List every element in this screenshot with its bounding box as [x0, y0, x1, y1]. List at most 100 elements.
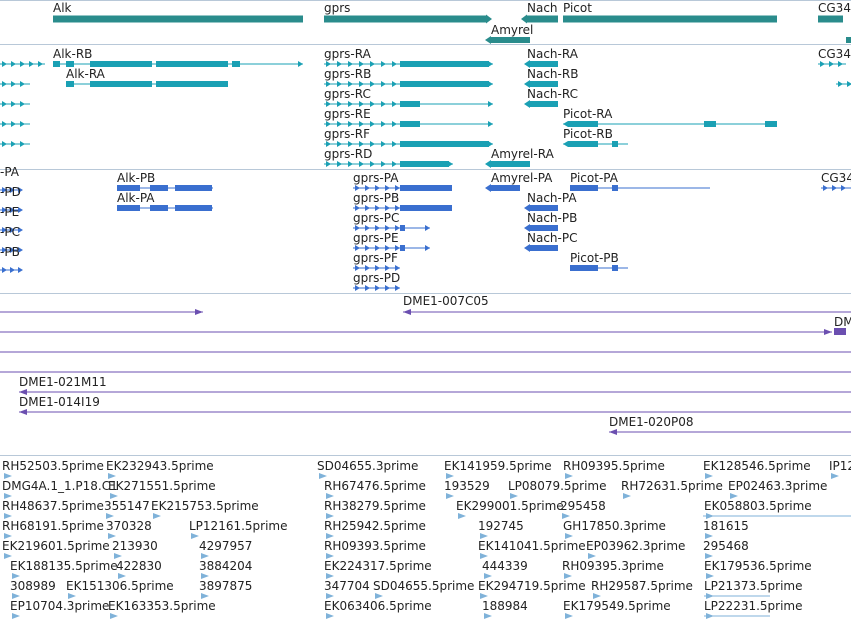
est-label[interactable]: 193529 — [444, 479, 490, 493]
est-feature[interactable] — [480, 593, 488, 599]
transcript-label-nach-ra[interactable]: Nach-RA — [527, 47, 579, 61]
protein-label-alk-pb[interactable]: Alk-PB — [117, 171, 155, 185]
transcript-label-nach-rc[interactable]: Nach-RC — [527, 87, 578, 101]
protein-amyrel-pa[interactable] — [485, 184, 520, 192]
protein-label-edge-pc[interactable]: -PC — [0, 225, 20, 239]
est-feature[interactable] — [326, 513, 334, 519]
transcript-nach-rb[interactable] — [524, 80, 558, 88]
protein-edge-fragment[interactable] — [0, 247, 23, 253]
est-label[interactable]: EP02463.3prime — [728, 479, 827, 493]
est-label[interactable]: 213930 — [112, 539, 158, 553]
protein-label-cg34[interactable]: CG34 — [821, 171, 851, 185]
est-feature[interactable] — [68, 593, 76, 599]
protein-exons-gprs-pc[interactable] — [400, 225, 430, 231]
est-label[interactable]: 3897875 — [199, 579, 252, 593]
clone-long-1[interactable] — [0, 329, 832, 335]
est-feature[interactable] — [110, 613, 118, 619]
est-label[interactable]: IP12 — [829, 459, 851, 473]
est-feature[interactable] — [319, 473, 327, 479]
est-label[interactable]: DMG4A.1_1.P18.C1 — [2, 479, 118, 493]
est-feature[interactable] — [458, 513, 466, 519]
est-label[interactable]: EP10704.3prime — [10, 599, 109, 613]
gene-bar-cg34[interactable] — [818, 15, 843, 23]
protein-label-edge-pa[interactable]: -PA — [0, 165, 20, 179]
gene-label-gprs[interactable]: gprs — [324, 1, 350, 15]
est-label[interactable]: 4297957 — [199, 539, 252, 553]
est-label[interactable]: EK188135.5prime — [10, 559, 118, 573]
est-label[interactable]: RH09395.3prime — [562, 559, 664, 573]
protein-picot-pb[interactable] — [570, 265, 628, 271]
est-label[interactable]: EK271551.5prime — [108, 479, 216, 493]
transcript-label-gprs-rd[interactable]: gprs-RD — [324, 147, 372, 161]
transcript-nach-ra[interactable] — [524, 60, 558, 68]
est-label[interactable]: 355147 — [104, 499, 150, 513]
gene-label-alk[interactable]: Alk — [53, 1, 72, 15]
est-label[interactable]: RH52503.5prime — [2, 459, 104, 473]
transcript-label-nach-rb[interactable]: Nach-RB — [527, 67, 578, 81]
transcript-gprs-rd[interactable] — [324, 161, 400, 167]
est-feature[interactable] — [484, 573, 492, 579]
clone-label-dme1-007c05[interactable]: DME1-007C05 — [403, 294, 489, 308]
protein-edge-fragment[interactable] — [0, 227, 23, 233]
est-label[interactable]: EK141041.5prime — [478, 539, 586, 553]
transcript-nach-rc[interactable] — [524, 100, 558, 108]
protein-gprs-pd[interactable] — [353, 285, 400, 291]
clone-label-dme1-014i19[interactable]: DME1-014I19 — [19, 395, 100, 409]
est-label[interactable]: LP22231.5prime — [704, 599, 803, 613]
transcript-gprs-rf[interactable] — [324, 141, 400, 147]
transcript-amyrel-ra[interactable] — [485, 160, 530, 168]
est-feature[interactable] — [153, 513, 161, 519]
protein-gprs-pc[interactable] — [353, 225, 400, 231]
protein-picot-pa[interactable] — [570, 185, 710, 191]
protein-label-edge-pd[interactable]: -PD — [0, 185, 21, 199]
transcript-picot-ra[interactable] — [563, 121, 777, 127]
transcript-label-amyrel-ra[interactable]: Amyrel-RA — [491, 147, 555, 161]
protein-label-nach-pa[interactable]: Nach-PA — [527, 191, 577, 205]
est-feature[interactable] — [565, 473, 573, 479]
est-label[interactable]: 347704 — [324, 579, 370, 593]
est-label[interactable]: RH09395.5prime — [563, 459, 665, 473]
gene-label-picot[interactable]: Picot — [563, 1, 592, 15]
est-label[interactable]: 308989 — [10, 579, 56, 593]
gene-label-nach[interactable]: Nach — [527, 1, 558, 15]
protein-cg34[interactable] — [821, 185, 851, 191]
est-label[interactable]: EK128546.5prime — [703, 459, 811, 473]
transcript-label-gprs-rf[interactable]: gprs-RF — [324, 127, 370, 141]
gene-bar-picot[interactable] — [563, 15, 777, 23]
est-label[interactable]: LP21373.5prime — [704, 579, 803, 593]
protein-label-amyrel-pa[interactable]: Amyrel-PA — [491, 171, 553, 185]
protein-label-gprs-pe[interactable]: gprs-PE — [353, 231, 399, 245]
transcript-edge-fragment[interactable] — [0, 81, 30, 87]
est-label[interactable]: 444339 — [482, 559, 528, 573]
protein-label-picot-pa[interactable]: Picot-PA — [570, 171, 619, 185]
protein-label-nach-pb[interactable]: Nach-PB — [527, 211, 577, 225]
gene-label-amyrel[interactable]: Amyrel — [491, 23, 533, 37]
est-label[interactable]: EK224317.5prime — [324, 559, 432, 573]
transcript-label-gprs-re[interactable]: gprs-RE — [324, 107, 371, 121]
protein-edge-fragment[interactable] — [0, 207, 23, 213]
transcript-label-picot-ra[interactable]: Picot-RA — [563, 107, 613, 121]
protein-exons-gprs-pe[interactable] — [400, 245, 430, 251]
est-feature[interactable] — [12, 613, 20, 619]
transcript-exons-gprs-rb[interactable] — [400, 81, 493, 87]
transcript-exons-gprs-ra[interactable] — [400, 61, 493, 67]
est-label[interactable]: SD04655.5prime — [373, 579, 474, 593]
est-feature[interactable] — [4, 513, 12, 519]
est-feature[interactable] — [484, 613, 492, 619]
est-feature[interactable] — [4, 553, 12, 559]
transcript-gprs-ra[interactable] — [324, 61, 400, 67]
est-label[interactable]: EK058803.5prime — [704, 499, 812, 513]
protein-label-edge-pb[interactable]: -PB — [0, 245, 20, 259]
clone-dme1-007c05[interactable] — [403, 309, 851, 315]
transcript-edge-fragment[interactable] — [0, 61, 45, 67]
transcript-cg34-2[interactable] — [836, 81, 851, 87]
clone-dme1-021m11[interactable] — [19, 389, 851, 395]
est-feature[interactable] — [326, 593, 334, 599]
est-feature[interactable] — [4, 473, 12, 479]
est-label[interactable]: EP03962.3prime — [586, 539, 685, 553]
transcript-exons-gprs-rd[interactable] — [400, 161, 453, 167]
protein-nach-pc[interactable] — [524, 244, 558, 252]
protein-gprs-pf[interactable] — [353, 265, 400, 271]
est-label[interactable]: RH68191.5prime — [2, 519, 104, 533]
est-feature[interactable] — [565, 533, 573, 539]
